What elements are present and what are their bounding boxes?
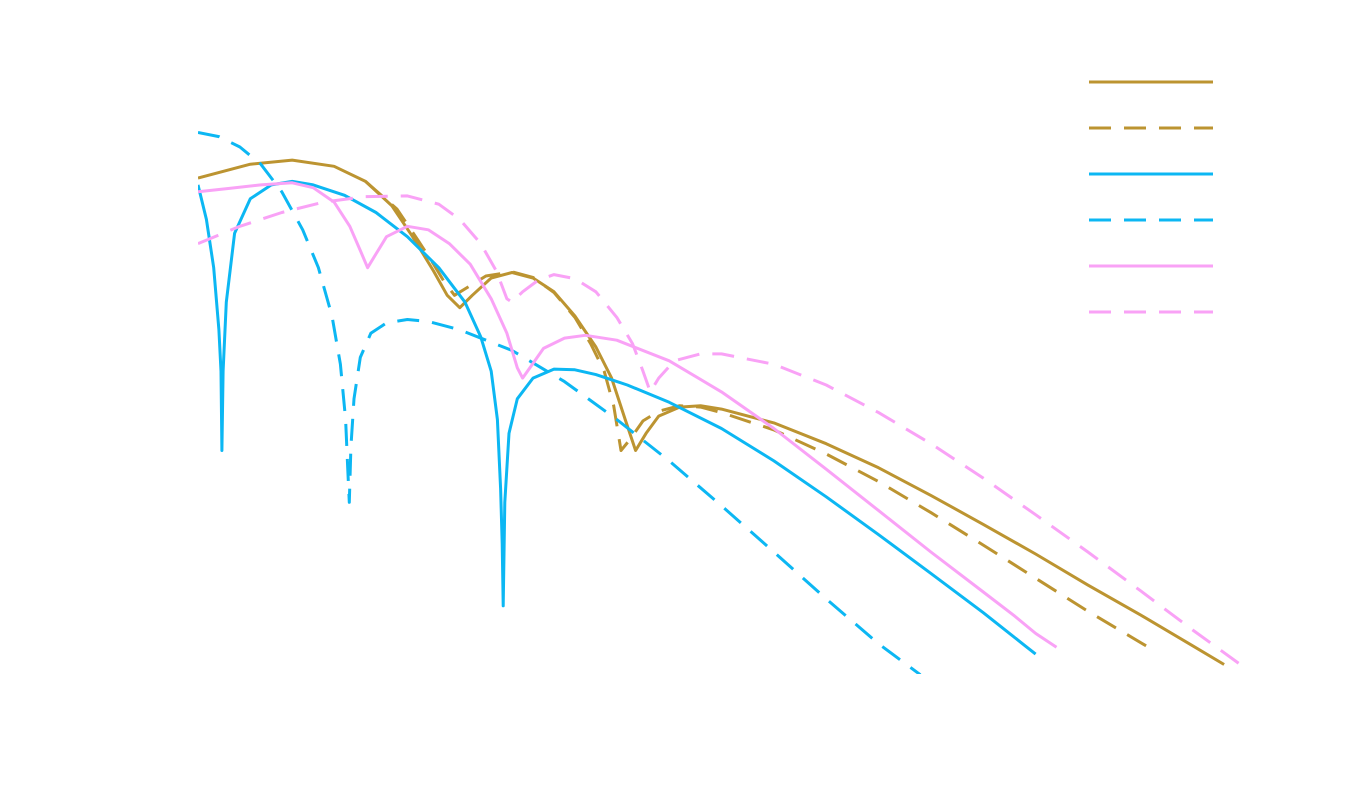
series-line-6: [198, 194, 1246, 670]
legend: [1089, 80, 1213, 314]
series-line-4: [198, 131, 922, 674]
series-line-1: [198, 158, 1225, 666]
series-line-5: [198, 181, 1058, 649]
series-line-3: [198, 179, 1037, 656]
series-layer: [198, 131, 1246, 674]
series-line-2: [364, 180, 1152, 650]
